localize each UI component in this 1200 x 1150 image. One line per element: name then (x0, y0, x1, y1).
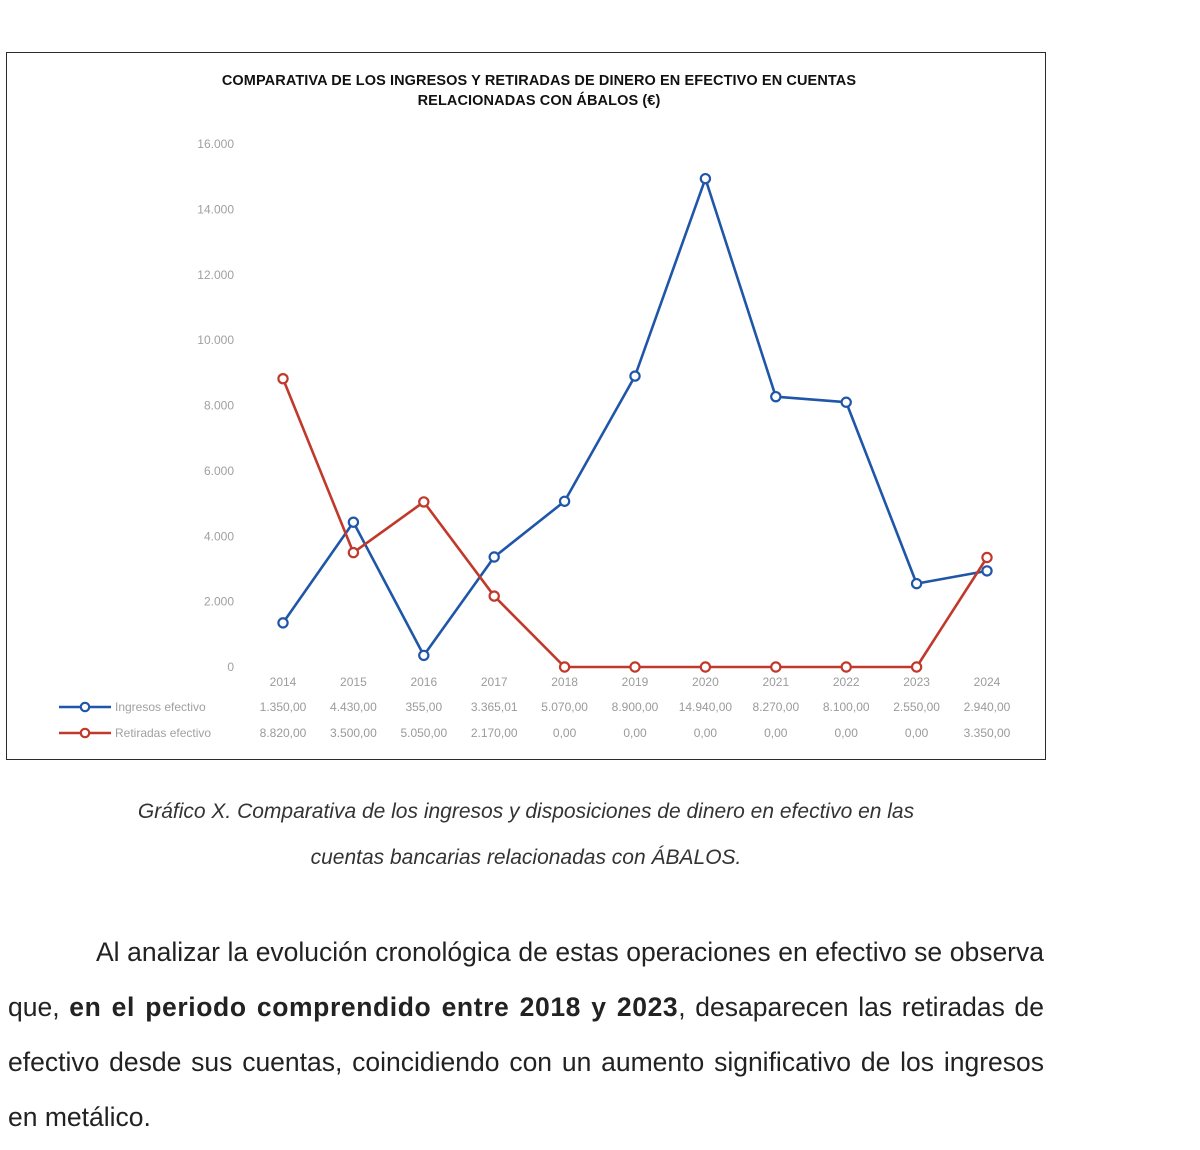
data-table-value: 0,00 (623, 726, 647, 740)
data-table-value: 3.500,00 (330, 726, 377, 740)
chart-title-line2: RELACIONADAS CON ÁBALOS (€) (417, 93, 661, 109)
x-tick-label: 2018 (551, 675, 578, 689)
data-table-value: 0,00 (553, 726, 577, 740)
data-table-value: 2.940,00 (964, 700, 1011, 714)
series-point (558, 661, 571, 673)
series-point (981, 565, 993, 577)
series-point (840, 661, 852, 673)
series-line (281, 378, 989, 669)
data-table-value: 0,00 (694, 726, 718, 740)
series-point (629, 370, 641, 382)
x-tick-label: 2022 (833, 675, 860, 689)
x-tick-label: 2023 (903, 675, 930, 689)
paragraph-part2: , desaparecen las retiradas de efectivo … (8, 992, 1045, 1132)
x-tick-label: 2016 (410, 675, 437, 689)
chart-frame: COMPARATIVA DE LOS INGRESOS Y RETIRADAS … (6, 52, 1046, 760)
series-point (347, 546, 360, 559)
legend-marker (79, 727, 91, 739)
data-table-value: 3.350,00 (964, 726, 1011, 740)
y-tick-label: 16.000 (197, 137, 234, 151)
figure-caption-line1: Gráfico X. Comparativa de los ingresos y… (137, 800, 915, 823)
y-tick-label: 0 (227, 660, 234, 674)
series-point (770, 390, 782, 403)
series-point (910, 661, 923, 673)
series-point (558, 495, 571, 507)
series-point (488, 551, 500, 563)
series-point (699, 172, 712, 185)
data-table-value: 8.820,00 (260, 726, 307, 740)
series-point (981, 551, 993, 564)
data-table-value: 3.365,01 (471, 700, 518, 714)
series-point (418, 496, 430, 508)
data-table-value: 5.070,00 (541, 700, 588, 714)
series-point (488, 590, 500, 602)
x-tick-label: 2019 (622, 675, 649, 689)
x-tick-label: 2014 (270, 675, 297, 689)
data-table-value: 2.550,00 (893, 700, 940, 714)
series-point (418, 649, 430, 662)
paragraph-bold: en el periodo comprendido entre 2018 y 2… (69, 992, 679, 1022)
x-tick-label: 2024 (974, 675, 1001, 689)
series-line (281, 177, 988, 657)
body-paragraph: Al analizar la evolución cronológica de … (8, 925, 1044, 1145)
data-table-value: 0,00 (905, 726, 929, 740)
figure-caption-line2: cuentas bancarias relacionadas con ÁBALO… (310, 846, 742, 869)
data-table-value: 0,00 (835, 726, 859, 740)
legend-label: Retiradas efectivo (115, 726, 211, 740)
legend-marker (79, 701, 91, 713)
series-point (347, 516, 360, 528)
data-table-value: 355,00 (405, 700, 442, 714)
chart-title-line1: COMPARATIVA DE LOS INGRESOS Y RETIRADAS … (221, 73, 857, 89)
data-table-value: 4.430,00 (330, 700, 377, 714)
data-table-value: 2.170,00 (471, 726, 518, 740)
series-point (840, 396, 852, 408)
y-tick-label: 2.000 (204, 595, 234, 609)
data-table-value: 14.940,00 (679, 700, 733, 714)
chart-svg: 0 2.000 4.000 6.000 8.000 10.000 12.000 14.000 1… (59, 137, 1011, 740)
series-point (277, 372, 289, 385)
data-table-value: 8.900,00 (612, 700, 659, 714)
series-point (770, 661, 782, 673)
y-tick-label: 14.000 (197, 202, 234, 216)
x-tick-label: 2020 (692, 675, 719, 689)
x-tick-label: 2015 (340, 675, 367, 689)
paragraph-part1: Al analizar la evolución cronológica de … (8, 937, 1044, 1022)
data-table-value: 5.050,00 (400, 726, 447, 740)
y-tick-label: 10.000 (197, 333, 234, 347)
y-tick-label: 4.000 (204, 529, 234, 543)
y-tick-label: 12.000 (197, 268, 234, 282)
series-point (629, 661, 641, 673)
data-table-value: 8.270,00 (752, 700, 799, 714)
series-point (699, 661, 712, 673)
x-tick-label: 2021 (762, 675, 789, 689)
series-point (277, 617, 289, 629)
legend-label: Ingresos efectivo (115, 700, 206, 714)
x-tick-label: 2017 (481, 675, 508, 689)
series-point (910, 577, 923, 590)
data-table-value: 8.100,00 (823, 700, 870, 714)
data-table-value: 1.350,00 (260, 700, 307, 714)
data-table-value: 0,00 (764, 726, 788, 740)
y-tick-label: 8.000 (204, 399, 234, 413)
y-tick-label: 6.000 (204, 464, 234, 478)
